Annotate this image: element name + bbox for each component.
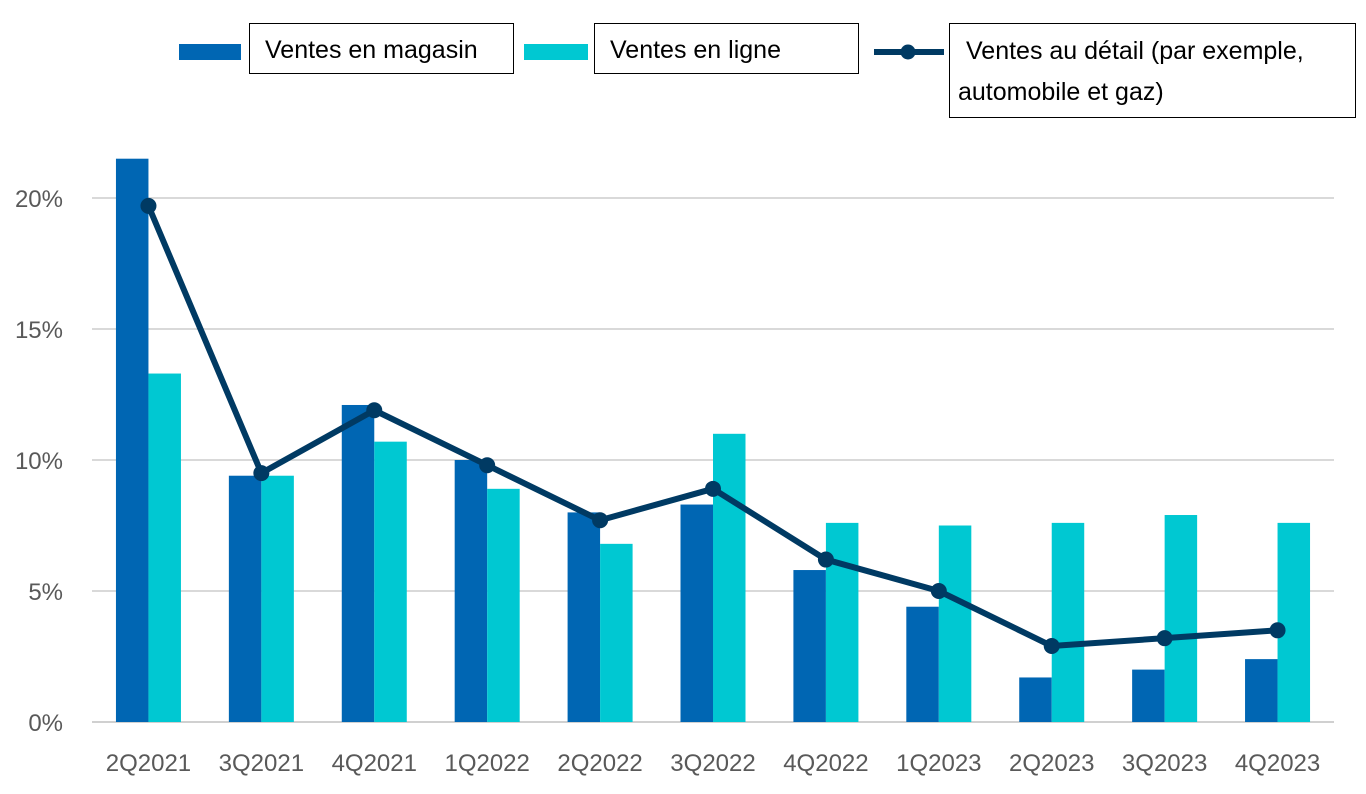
retail-line-point <box>479 457 496 474</box>
bar-store <box>906 606 939 722</box>
bar-online <box>713 433 746 722</box>
bar-online <box>938 525 972 722</box>
bar-store <box>341 404 375 722</box>
gridlines <box>92 197 1334 723</box>
bar-store <box>454 460 488 722</box>
retail-line-point <box>1269 622 1286 639</box>
bar-online <box>1277 522 1311 722</box>
retail-line-point <box>1156 630 1173 647</box>
bar-online <box>374 441 407 722</box>
legend-swatch-online <box>524 44 588 60</box>
legend-swatch-store <box>179 44 241 60</box>
bar-store <box>1019 677 1052 722</box>
x-tick-label: 2Q2021 <box>106 750 191 777</box>
x-tick-label: 1Q2023 <box>896 750 981 777</box>
legend-text-retail-line2: automobile et gaz) <box>958 78 1164 106</box>
bar-store <box>228 475 262 722</box>
retail-line-point <box>140 197 157 214</box>
retail-line-point <box>817 551 834 568</box>
x-tick-label: 3Q2022 <box>670 750 755 777</box>
bar-online <box>825 522 859 722</box>
bar-online <box>600 543 633 722</box>
retail-line-point <box>930 583 947 599</box>
y-tick-label: 15% <box>15 317 63 344</box>
bar-store <box>1245 659 1278 722</box>
x-tick-label: 3Q2023 <box>1122 750 1207 777</box>
y-tick-label: 5% <box>28 579 63 606</box>
x-tick-label: 2Q2022 <box>557 750 642 777</box>
y-axis-ticks: 0% 5% 10% 15% 20% <box>15 186 63 737</box>
retail-line-point <box>253 465 270 482</box>
x-axis-ticks: 2Q2021 3Q2021 4Q2021 1Q2022 2Q2022 3Q2022 4Q20… <box>106 750 1320 777</box>
legend-label-retail: Ventes au détail (par exemple, automobil… <box>949 23 1356 118</box>
bar-online <box>1051 522 1085 722</box>
retail-line <box>140 197 1286 655</box>
retail-line-point <box>592 512 609 529</box>
bar-online <box>148 373 181 722</box>
bar-store <box>567 512 601 722</box>
bar-store <box>680 504 713 722</box>
x-tick-label: 3Q2021 <box>219 750 304 777</box>
bar-online <box>261 475 294 722</box>
bar-online <box>487 488 520 722</box>
legend-text-retail-line1: Ventes au détail (par exemple, <box>966 37 1304 65</box>
bar-store <box>1132 669 1165 722</box>
legend-label-store: Ventes en magasin <box>249 23 514 74</box>
retail-line-point <box>705 480 721 497</box>
legend-swatch-retail <box>874 44 944 60</box>
y-tick-label: 0% <box>28 710 63 737</box>
x-tick-label: 4Q2021 <box>332 750 417 777</box>
legend-label-online: Ventes en ligne <box>594 23 859 74</box>
bar-online <box>1164 515 1198 722</box>
bar-store <box>793 570 826 722</box>
legend-text-online: Ventes en ligne <box>610 36 781 64</box>
retail-line-point <box>1043 638 1060 655</box>
retail-line-point <box>366 402 383 419</box>
y-tick-label: 10% <box>15 448 63 475</box>
x-tick-label: 4Q2023 <box>1235 750 1320 777</box>
retail-line-path <box>145 204 1278 650</box>
x-tick-label: 2Q2023 <box>1009 750 1094 777</box>
legend-text-store: Ventes en magasin <box>265 36 478 64</box>
x-tick-label: 4Q2022 <box>783 750 868 777</box>
bar-store <box>115 158 149 722</box>
x-tick-label: 1Q2022 <box>444 750 529 777</box>
y-tick-label: 20% <box>15 186 63 213</box>
bars <box>115 158 1311 722</box>
